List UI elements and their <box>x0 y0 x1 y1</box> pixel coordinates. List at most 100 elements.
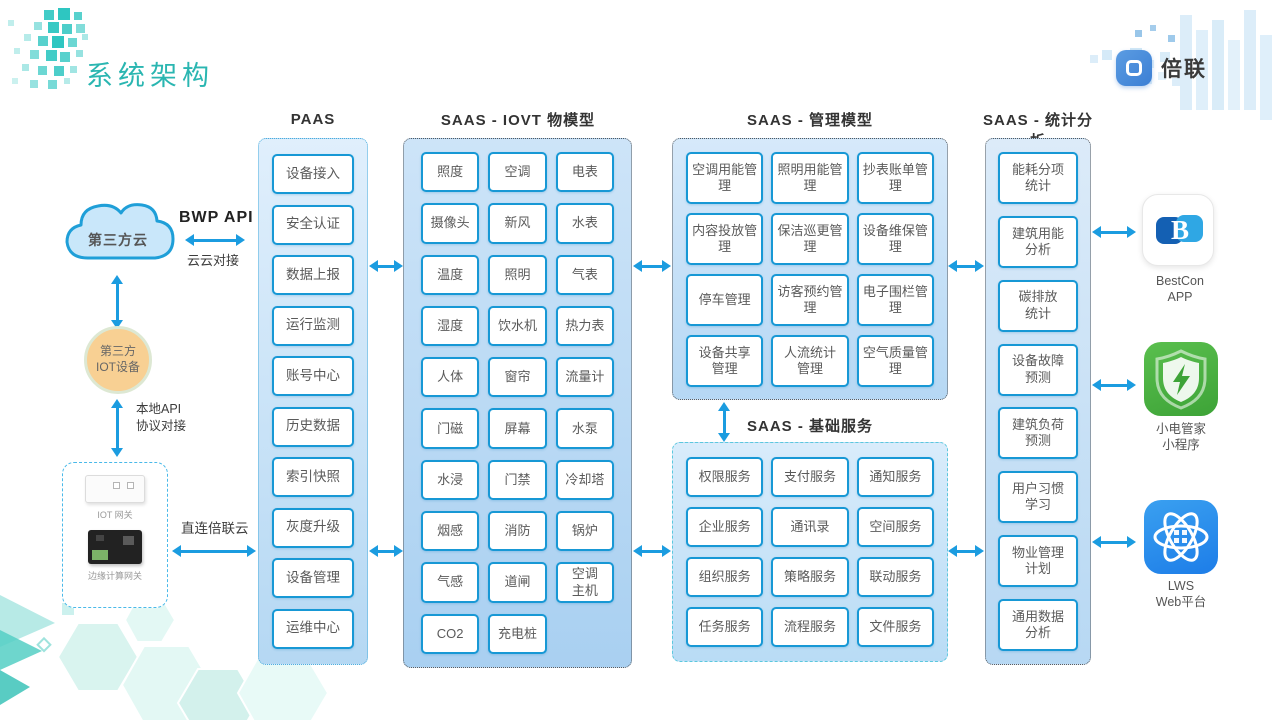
diagram-box: 空气质量管 理 <box>856 335 934 387</box>
diagram-box: 空间服务 <box>856 507 934 547</box>
section-title-iovt: SAAS - IOVT 物模型 <box>440 112 596 129</box>
diagram-box: 空调 <box>488 152 547 193</box>
section-title-basic: SAAS - 基础服务 <box>746 418 873 435</box>
diagram-box: 门磁 <box>421 408 480 449</box>
cloud-link-label: 云云对接 <box>187 253 240 268</box>
diagram-box: 烟感 <box>421 511 480 552</box>
diagram-box: 道闸 <box>488 562 547 603</box>
diagram-box: 运维中心 <box>272 608 354 649</box>
diagram-box: 数据上报 <box>272 255 354 296</box>
arrow-iovt-basic <box>633 545 671 557</box>
arrow-cloud-link <box>185 234 245 246</box>
cloud-label: 第三方云 <box>88 232 148 248</box>
diagram-box: 运行监测 <box>272 305 354 346</box>
arrow-stats-miniapp <box>1092 379 1136 391</box>
basic-services-panel: 权限服务 支付服务 通知服务 企业服务 通讯录 空间服务 组织服务 策略服务 联动服务 任务服务流… <box>672 442 948 662</box>
bwp-api-label: BWP API <box>179 209 254 226</box>
page-title: 系统架构 <box>86 61 214 91</box>
bestcon-b-icon: B <box>1156 215 1203 245</box>
edge-gateway-label: 边缘计算网关 <box>87 571 142 581</box>
diagram-box: 策略服务 <box>771 557 849 597</box>
diagram-box: 锅炉 <box>555 511 614 552</box>
third-party-iot-device: 第三方 IOT设备 <box>84 326 152 394</box>
diagram-box: 人体 <box>421 357 480 398</box>
diagram-box: 空调 主机 <box>555 562 614 603</box>
diagram-box: 支付服务 <box>771 457 849 497</box>
diagram-box: 电表 <box>555 152 614 193</box>
diagram-box: 企业服务 <box>686 507 764 547</box>
diagram-box: 消防 <box>488 511 547 552</box>
diagram-box: 气表 <box>555 254 614 295</box>
diagram-box: 电子围栏管 理 <box>856 274 934 326</box>
diagram-box: 碳排放 统计 <box>998 279 1078 332</box>
diagram-box: 用户习惯 学习 <box>998 471 1078 524</box>
diagram-box: 抄表账单管 理 <box>856 152 934 204</box>
diagram-box: 保洁巡更管 理 <box>771 213 849 265</box>
diagram-box: 设备接入 <box>272 154 354 194</box>
diagram-box: 屏幕 <box>488 408 547 449</box>
arrow-paas-iovt-top <box>369 260 403 272</box>
diagram-box: 内容投放管 理 <box>686 213 764 265</box>
mini-program-icon <box>1144 342 1218 416</box>
bestcon-app-icon: B <box>1142 194 1214 266</box>
diagram-box: 充电桩 <box>488 613 547 654</box>
arrow-stats-bestcon <box>1092 226 1136 238</box>
diagram-box: 照明用能管 理 <box>771 152 849 204</box>
diagram-box: 水浸 <box>421 459 480 501</box>
diagram-box: 文件服务 <box>856 607 934 647</box>
brand-logo-text: 倍联 <box>1161 58 1207 81</box>
diagram-box: 设备故障 预测 <box>998 343 1078 396</box>
svg-text:B: B <box>1171 215 1189 245</box>
diagram-box: CO2 <box>421 613 480 654</box>
diagram-box: 水泵 <box>555 408 614 449</box>
shield-lightning-icon <box>1155 349 1207 410</box>
arrow-paas-iovt-bottom <box>369 545 403 557</box>
diagram-box: 通知服务 <box>856 457 934 497</box>
local-api-label: 本地API 协议对接 <box>136 402 187 433</box>
diagram-box: 气感 <box>421 562 480 603</box>
diagram-box: 权限服务 <box>686 457 764 497</box>
web-platform-icon <box>1144 500 1218 574</box>
diagram-box: 停车管理 <box>686 274 764 326</box>
bestcon-app-label: BestCon APP <box>1156 274 1204 305</box>
diagram-box: 联动服务 <box>856 557 934 597</box>
diagram-box: 能耗分项 统计 <box>998 152 1078 204</box>
iot-gateway-icon <box>85 475 145 503</box>
mini-program-label: 小电管家 小程序 <box>1155 422 1206 453</box>
diagram-box: 设备管理 <box>272 558 354 599</box>
diagram-box: 窗帘 <box>488 357 547 398</box>
diagram-box: 灰度升级 <box>272 507 354 548</box>
diagram-box: 组织服务 <box>686 557 764 597</box>
diagram-box: 设备共享 管理 <box>686 335 764 387</box>
diagram-box: 设备维保管 理 <box>856 213 934 265</box>
diagram-box: 人流统计 管理 <box>771 335 849 387</box>
diagram-box: 门禁 <box>488 459 547 501</box>
diagram-box: 建筑负荷 预测 <box>998 407 1078 460</box>
gateway-group: IOT 网关 边缘计算网关 <box>62 462 168 608</box>
diagram-box: 流程服务 <box>771 607 849 647</box>
diagram-box: 通用数据 分析 <box>998 598 1078 651</box>
diagram-box: 冷却塔 <box>555 459 614 501</box>
arrow-stats-web <box>1092 536 1136 548</box>
diagram-box: 通讯录 <box>771 507 849 547</box>
diagram-box: 温度 <box>421 254 480 295</box>
diagram-box: 账号中心 <box>272 356 354 397</box>
web-platform-label: LWS Web平台 <box>1155 579 1207 610</box>
arrow-basic-stats <box>948 545 984 557</box>
direct-link-label: 直连倍联云 <box>181 521 249 536</box>
diagram-box: 物业管理 计划 <box>998 535 1078 588</box>
diagram-box: 热力表 <box>555 305 614 347</box>
mosaic-decoration-top-left <box>8 8 88 89</box>
diagram-box: 照明 <box>488 254 547 295</box>
brand-logo: 倍联 <box>1116 50 1207 86</box>
atom-icon <box>1153 512 1209 562</box>
arrow-management-basic <box>718 402 730 442</box>
arrow-cloud-to-device <box>111 275 123 329</box>
management-panel: 空调用能管 理照明用能管 理抄表账单管 理内容投放管 理保洁巡更管 理设备维保管… <box>672 138 948 400</box>
diagram-box: 访客预约管 理 <box>771 274 849 326</box>
arrow-management-stats <box>948 260 984 272</box>
iot-gateway-label: IOT 网关 <box>97 510 133 520</box>
diagram-box: 空调用能管 理 <box>686 152 764 204</box>
diagram-box: 饮水机 <box>488 305 547 347</box>
